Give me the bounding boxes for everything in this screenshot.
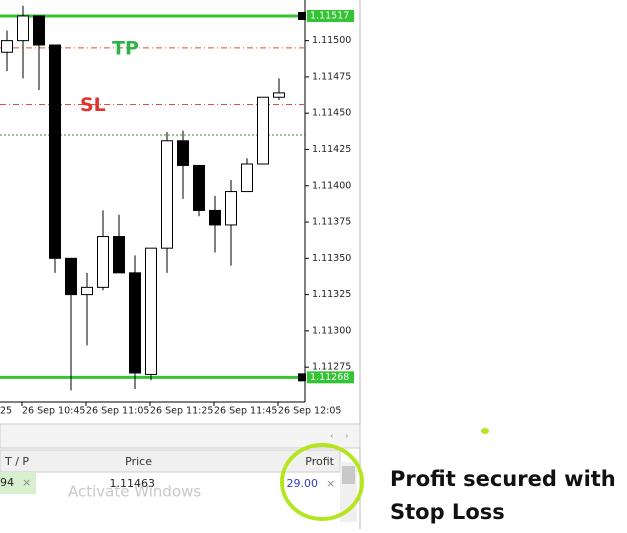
- watermark: Activate Windows: [68, 483, 201, 501]
- candle-body: [257, 96, 269, 165]
- candle-body: [17, 15, 29, 42]
- y-tick-label: 1.11325: [312, 289, 351, 300]
- candle-body: [177, 140, 189, 166]
- candle-body: [145, 247, 157, 375]
- y-tick-label: 1.11425: [312, 144, 351, 155]
- price-box-label: 1.11517: [310, 10, 349, 21]
- table-header: [0, 449, 341, 473]
- close-order[interactable]: ×: [326, 477, 335, 490]
- candle-body: [225, 191, 237, 226]
- candle-body: [65, 257, 77, 296]
- candle-body: [241, 163, 253, 193]
- candle-body: [209, 209, 221, 226]
- x-tick-label: 26 Sep 12:05: [278, 406, 341, 417]
- candle-body: [113, 236, 125, 274]
- y-tick-label: 1.11450: [312, 108, 351, 119]
- level-name: SL: [80, 94, 106, 116]
- remove-tp[interactable]: ×: [22, 476, 31, 489]
- candle-body: [97, 236, 109, 288]
- candle-body: [81, 286, 93, 296]
- th-profit: Profit: [305, 455, 334, 468]
- level-name: TP: [112, 37, 139, 59]
- tp-cell: [0, 472, 36, 494]
- annotation-line: Profit secured with: [390, 467, 616, 491]
- plot: [0, 5, 305, 391]
- y-tick-label: 1.11275: [312, 362, 351, 373]
- candle-body: [49, 44, 61, 259]
- y-tick-label: 1.11375: [312, 217, 351, 228]
- highlight-dot: [481, 428, 489, 434]
- y-tick-label: 1.11350: [312, 253, 351, 264]
- td-tp: 94: [0, 476, 14, 489]
- x-tick-label: 26 Sep 11:25: [150, 406, 213, 417]
- y-tick-label: 1.11400: [312, 180, 351, 191]
- th-tp: T / P: [4, 455, 29, 468]
- y-tick-label: 1.11500: [312, 35, 351, 46]
- scroll-right[interactable]: ›: [345, 432, 349, 442]
- annotation-line: Stop Loss: [390, 500, 505, 524]
- candle-body: [161, 140, 173, 249]
- level-marker: [298, 11, 306, 20]
- candle-body: [33, 15, 45, 46]
- candle-body: [1, 40, 13, 53]
- candle-body: [193, 164, 205, 211]
- level-marker: [298, 373, 306, 382]
- y-tick-label: 1.11475: [312, 71, 351, 82]
- candle-body: [273, 92, 285, 98]
- x-tick-label: 26 Sep 11:05: [86, 406, 149, 417]
- scrollbar[interactable]: [0, 423, 361, 449]
- x-tick-label: 26 Sep 11:45: [214, 406, 277, 417]
- x-tick-label: 26 Sep 10:45: [22, 406, 85, 417]
- y-tick-label: 1.11300: [312, 325, 351, 336]
- candle-body: [129, 272, 141, 374]
- x-tick-label: 25: [0, 406, 12, 417]
- scroll-left[interactable]: ‹: [330, 432, 334, 442]
- price-box-label: 1.11268: [310, 372, 349, 383]
- highlight-ring: [280, 443, 364, 521]
- td-profit: 29.00: [287, 477, 319, 490]
- table-scroll-thumb[interactable]: [342, 466, 355, 484]
- td-price: 1.11463: [110, 477, 156, 490]
- price-box: [307, 371, 354, 384]
- price-box: [307, 9, 354, 22]
- th-price: Price: [125, 455, 152, 468]
